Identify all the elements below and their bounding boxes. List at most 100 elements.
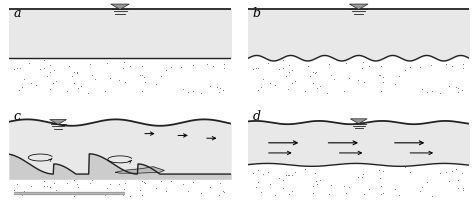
Polygon shape bbox=[350, 119, 367, 124]
Point bbox=[249, 172, 256, 175]
Point bbox=[257, 190, 265, 194]
Point bbox=[16, 88, 23, 92]
Point bbox=[313, 87, 321, 90]
Point bbox=[354, 79, 362, 82]
Point bbox=[197, 92, 205, 95]
Point bbox=[255, 168, 262, 172]
Point bbox=[50, 182, 57, 185]
Point bbox=[401, 166, 409, 169]
Point bbox=[103, 62, 110, 65]
Point bbox=[89, 179, 96, 182]
Point bbox=[454, 178, 462, 181]
Point bbox=[459, 189, 466, 192]
Point bbox=[255, 88, 262, 92]
Point bbox=[33, 193, 40, 196]
Point bbox=[259, 172, 266, 175]
Point bbox=[391, 83, 399, 86]
Point bbox=[360, 192, 368, 196]
Point bbox=[326, 63, 333, 66]
Point bbox=[326, 193, 333, 196]
Point bbox=[459, 63, 466, 67]
Point bbox=[70, 178, 78, 182]
Point bbox=[68, 75, 75, 78]
Point bbox=[428, 64, 435, 67]
Point bbox=[249, 68, 256, 71]
Point bbox=[307, 75, 314, 78]
Point bbox=[46, 71, 54, 74]
Point bbox=[121, 188, 128, 191]
Point bbox=[73, 71, 81, 74]
Point bbox=[309, 185, 317, 188]
Point bbox=[207, 85, 214, 88]
Point bbox=[380, 169, 387, 172]
Point bbox=[365, 188, 373, 191]
Point bbox=[292, 171, 299, 174]
Point bbox=[266, 182, 273, 185]
Point bbox=[70, 71, 78, 74]
Point bbox=[140, 76, 147, 79]
Point bbox=[359, 61, 367, 65]
Point bbox=[289, 173, 296, 176]
Point bbox=[16, 67, 24, 70]
Point bbox=[167, 179, 175, 182]
Point bbox=[78, 85, 85, 88]
Point bbox=[345, 185, 353, 189]
Point bbox=[103, 187, 110, 190]
Point bbox=[46, 186, 54, 189]
Point bbox=[340, 184, 347, 187]
Point bbox=[288, 82, 295, 85]
Point bbox=[66, 65, 73, 68]
Point bbox=[44, 75, 51, 78]
Point bbox=[446, 180, 453, 183]
Point bbox=[70, 194, 78, 198]
Point bbox=[73, 72, 81, 75]
Point bbox=[358, 67, 365, 70]
Point bbox=[46, 193, 54, 196]
Point bbox=[40, 185, 48, 188]
Point bbox=[446, 85, 453, 88]
Point bbox=[377, 192, 385, 196]
Point bbox=[358, 176, 365, 179]
Point bbox=[70, 82, 78, 85]
Text: a: a bbox=[14, 7, 21, 20]
Point bbox=[13, 67, 21, 70]
Point bbox=[323, 92, 331, 95]
Point bbox=[379, 191, 386, 194]
Point bbox=[140, 180, 147, 184]
Point bbox=[49, 82, 56, 85]
Point bbox=[27, 184, 35, 187]
Point bbox=[458, 172, 465, 175]
Point bbox=[359, 172, 367, 176]
Point bbox=[122, 181, 129, 185]
Point bbox=[316, 179, 324, 182]
Point bbox=[396, 194, 403, 197]
Point bbox=[44, 184, 51, 188]
Point bbox=[342, 62, 349, 65]
Point bbox=[309, 71, 317, 74]
Point bbox=[184, 91, 192, 94]
Point bbox=[203, 63, 211, 66]
Point bbox=[418, 88, 426, 91]
Point bbox=[10, 68, 18, 71]
Point bbox=[184, 189, 192, 192]
Point bbox=[216, 87, 223, 91]
Point bbox=[220, 63, 228, 67]
Point bbox=[401, 69, 409, 72]
Point bbox=[138, 74, 146, 78]
Point bbox=[330, 78, 338, 81]
Point bbox=[345, 77, 353, 80]
Point bbox=[259, 78, 266, 81]
Point bbox=[219, 189, 227, 193]
Point bbox=[266, 82, 273, 85]
Polygon shape bbox=[116, 167, 164, 173]
Point bbox=[220, 190, 228, 193]
Point bbox=[152, 186, 160, 190]
Point bbox=[25, 63, 33, 66]
Point bbox=[376, 176, 384, 179]
Point bbox=[309, 191, 316, 194]
Point bbox=[442, 171, 450, 174]
Point bbox=[167, 66, 175, 69]
Point bbox=[138, 90, 146, 93]
Point bbox=[107, 183, 114, 186]
Point bbox=[285, 192, 293, 196]
